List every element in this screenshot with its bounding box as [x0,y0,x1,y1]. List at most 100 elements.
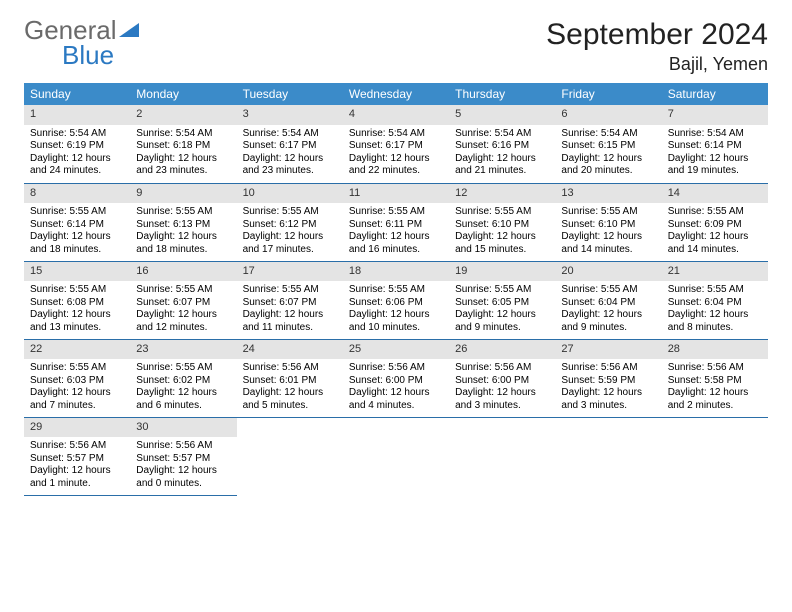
day-details: Sunrise: 5:55 AMSunset: 6:10 PMDaylight:… [449,203,555,260]
sunset-text: Sunset: 6:07 PM [243,297,337,310]
sunrise-text: Sunrise: 5:54 AM [30,128,124,141]
daylight-text-2: and 18 minutes. [136,244,230,257]
sunrise-text: Sunrise: 5:55 AM [455,206,549,219]
calendar-empty [237,417,343,495]
sunrise-text: Sunrise: 5:56 AM [136,440,230,453]
day-number: 17 [237,262,343,282]
day-number: 27 [555,340,661,360]
sunrise-text: Sunrise: 5:55 AM [30,206,124,219]
sunset-text: Sunset: 6:00 PM [349,375,443,388]
day-number: 6 [555,105,661,125]
title-block: September 2024 Bajil, Yemen [546,18,768,75]
day-details: Sunrise: 5:56 AMSunset: 5:58 PMDaylight:… [662,359,768,416]
daylight-text-2: and 3 minutes. [561,400,655,413]
daylight-text-2: and 0 minutes. [136,478,230,491]
sunrise-text: Sunrise: 5:56 AM [243,362,337,375]
location-label: Bajil, Yemen [546,54,768,75]
calendar-day: 27Sunrise: 5:56 AMSunset: 5:59 PMDayligh… [555,339,661,417]
dow-wednesday: Wednesday [343,83,449,105]
sunrise-text: Sunrise: 5:55 AM [30,362,124,375]
calendar-empty [449,417,555,495]
daylight-text-1: Daylight: 12 hours [30,309,124,322]
day-number: 21 [662,262,768,282]
sunset-text: Sunset: 6:03 PM [30,375,124,388]
day-number: 3 [237,105,343,125]
daylight-text-2: and 6 minutes. [136,400,230,413]
sunset-text: Sunset: 5:58 PM [668,375,762,388]
calendar-day: 23Sunrise: 5:55 AMSunset: 6:02 PMDayligh… [130,339,236,417]
daylight-text-1: Daylight: 12 hours [349,387,443,400]
sunset-text: Sunset: 5:59 PM [561,375,655,388]
day-details: Sunrise: 5:54 AMSunset: 6:19 PMDaylight:… [24,125,130,182]
sunset-text: Sunset: 6:04 PM [561,297,655,310]
sunset-text: Sunset: 6:08 PM [30,297,124,310]
day-number: 20 [555,262,661,282]
calendar-day: 13Sunrise: 5:55 AMSunset: 6:10 PMDayligh… [555,183,661,261]
daylight-text-1: Daylight: 12 hours [30,153,124,166]
daylight-text-2: and 21 minutes. [455,165,549,178]
daylight-text-1: Daylight: 12 hours [349,153,443,166]
sunrise-text: Sunrise: 5:55 AM [455,284,549,297]
calendar-day: 24Sunrise: 5:56 AMSunset: 6:01 PMDayligh… [237,339,343,417]
day-details: Sunrise: 5:54 AMSunset: 6:16 PMDaylight:… [449,125,555,182]
day-number: 15 [24,262,130,282]
daylight-text-2: and 23 minutes. [243,165,337,178]
daylight-text-2: and 16 minutes. [349,244,443,257]
sunrise-text: Sunrise: 5:55 AM [561,284,655,297]
daylight-text-2: and 24 minutes. [30,165,124,178]
sunrise-text: Sunrise: 5:56 AM [668,362,762,375]
daylight-text-2: and 12 minutes. [136,322,230,335]
calendar-day: 8Sunrise: 5:55 AMSunset: 6:14 PMDaylight… [24,183,130,261]
day-number: 26 [449,340,555,360]
sunrise-text: Sunrise: 5:54 AM [136,128,230,141]
sunrise-text: Sunrise: 5:55 AM [243,284,337,297]
daylight-text-2: and 19 minutes. [668,165,762,178]
calendar-week: 8Sunrise: 5:55 AMSunset: 6:14 PMDaylight… [24,183,768,261]
month-title: September 2024 [546,18,768,52]
sunrise-text: Sunrise: 5:56 AM [561,362,655,375]
calendar-day: 6Sunrise: 5:54 AMSunset: 6:15 PMDaylight… [555,105,661,183]
sunset-text: Sunset: 6:18 PM [136,140,230,153]
calendar-day: 30Sunrise: 5:56 AMSunset: 5:57 PMDayligh… [130,417,236,495]
sunrise-text: Sunrise: 5:55 AM [349,206,443,219]
daylight-text-1: Daylight: 12 hours [349,309,443,322]
sunrise-text: Sunrise: 5:56 AM [349,362,443,375]
day-details: Sunrise: 5:55 AMSunset: 6:08 PMDaylight:… [24,281,130,338]
day-details: Sunrise: 5:56 AMSunset: 5:57 PMDaylight:… [24,437,130,494]
daylight-text-1: Daylight: 12 hours [668,387,762,400]
calendar-empty [555,417,661,495]
day-number: 28 [662,340,768,360]
day-number: 16 [130,262,236,282]
day-number: 1 [24,105,130,125]
sunrise-text: Sunrise: 5:55 AM [668,206,762,219]
daylight-text-2: and 13 minutes. [30,322,124,335]
daylight-text-1: Daylight: 12 hours [455,153,549,166]
day-details: Sunrise: 5:54 AMSunset: 6:17 PMDaylight:… [343,125,449,182]
sunrise-text: Sunrise: 5:56 AM [455,362,549,375]
sunset-text: Sunset: 6:09 PM [668,219,762,232]
sunset-text: Sunset: 6:14 PM [668,140,762,153]
sunrise-text: Sunrise: 5:55 AM [136,284,230,297]
daylight-text-1: Daylight: 12 hours [561,231,655,244]
calendar-day: 18Sunrise: 5:55 AMSunset: 6:06 PMDayligh… [343,261,449,339]
daylight-text-2: and 9 minutes. [455,322,549,335]
day-number: 4 [343,105,449,125]
calendar-day: 11Sunrise: 5:55 AMSunset: 6:11 PMDayligh… [343,183,449,261]
daylight-text-2: and 3 minutes. [455,400,549,413]
calendar-empty [662,417,768,495]
sunrise-text: Sunrise: 5:55 AM [561,206,655,219]
daylight-text-2: and 14 minutes. [561,244,655,257]
calendar-day: 5Sunrise: 5:54 AMSunset: 6:16 PMDaylight… [449,105,555,183]
sunset-text: Sunset: 6:05 PM [455,297,549,310]
dow-row: Sunday Monday Tuesday Wednesday Thursday… [24,83,768,105]
day-details: Sunrise: 5:56 AMSunset: 6:00 PMDaylight:… [343,359,449,416]
calendar-week: 1Sunrise: 5:54 AMSunset: 6:19 PMDaylight… [24,105,768,183]
daylight-text-2: and 2 minutes. [668,400,762,413]
calendar-day: 4Sunrise: 5:54 AMSunset: 6:17 PMDaylight… [343,105,449,183]
daylight-text-1: Daylight: 12 hours [243,231,337,244]
sunset-text: Sunset: 6:17 PM [349,140,443,153]
daylight-text-2: and 20 minutes. [561,165,655,178]
sunset-text: Sunset: 5:57 PM [136,453,230,466]
calendar-empty [343,417,449,495]
daylight-text-1: Daylight: 12 hours [561,309,655,322]
